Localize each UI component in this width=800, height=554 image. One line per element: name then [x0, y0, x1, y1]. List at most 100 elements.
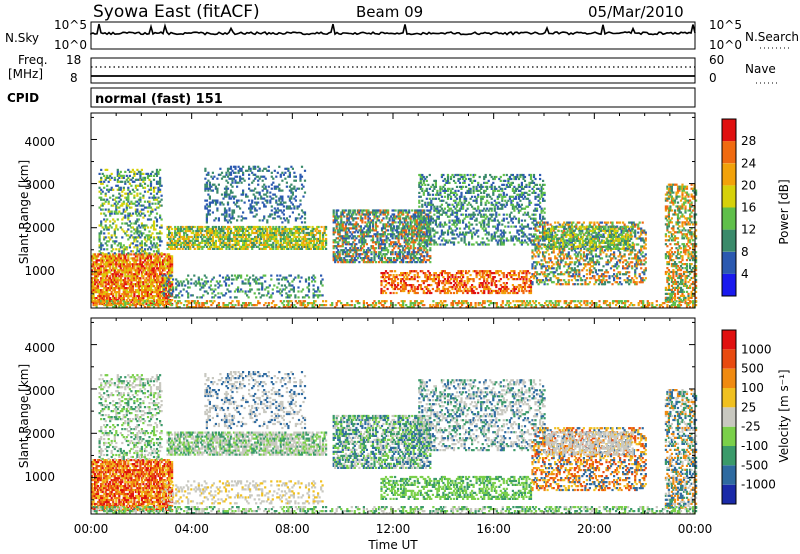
echo-cell	[242, 165, 245, 168]
echo-cell	[97, 255, 100, 258]
echo-cell	[380, 282, 383, 285]
echo-cell	[213, 229, 216, 233]
echo-cell	[406, 241, 409, 244]
echo-cell	[109, 188, 112, 191]
echo-cell	[364, 251, 367, 254]
echo-cell	[277, 282, 280, 285]
echo-cell	[106, 248, 109, 251]
echo-cell	[196, 245, 199, 248]
echo-cell	[278, 183, 281, 186]
echo-cell	[380, 211, 384, 214]
echo-cell	[128, 206, 131, 209]
echo-cell	[400, 289, 403, 293]
echo-cell	[118, 265, 121, 268]
echo-cell	[302, 241, 305, 244]
echo-cell	[214, 235, 217, 239]
echo-cell	[178, 296, 181, 299]
echo-cell	[110, 273, 113, 276]
echo-cell	[504, 284, 507, 287]
echo-cell	[97, 291, 100, 294]
echo-cell	[110, 293, 113, 296]
echo-cell	[510, 276, 513, 279]
echo-cell	[115, 287, 118, 290]
echo-cell	[334, 261, 337, 264]
echo-cell	[181, 229, 184, 233]
echo-cell	[290, 207, 293, 210]
echo-cell	[276, 239, 279, 242]
echo-cell	[119, 269, 122, 272]
echo-cell	[166, 247, 169, 250]
echo-cell	[409, 217, 412, 220]
echo-cell	[388, 239, 391, 242]
echo-cell	[217, 237, 220, 241]
echo-cell	[208, 229, 211, 233]
echo-cell	[412, 219, 415, 222]
echo-cell	[145, 265, 148, 268]
echo-cell	[368, 227, 371, 230]
echo-cell	[337, 229, 340, 232]
echo-cell	[241, 290, 244, 293]
echo-cell	[498, 280, 501, 283]
echo-cell	[168, 261, 171, 264]
echo-cell	[110, 291, 113, 294]
echo-cell	[112, 265, 115, 268]
echo-cell	[343, 221, 346, 224]
echo-cell	[208, 185, 211, 188]
echo-cell	[390, 243, 393, 246]
echo-cell	[249, 203, 252, 206]
echo-cell	[243, 227, 246, 231]
echo-cell	[390, 251, 393, 254]
echo-cell	[128, 295, 131, 298]
echo-cell	[403, 231, 406, 234]
echo-cell	[337, 261, 340, 264]
echo-cell	[112, 222, 115, 225]
echo-cell	[404, 287, 407, 291]
echo-cell	[423, 245, 426, 248]
echo-cell	[248, 231, 251, 235]
echo-cell	[455, 278, 459, 281]
echo-cell	[319, 241, 322, 244]
echo-cell	[118, 287, 121, 290]
echo-cell	[112, 188, 115, 191]
echo-cell	[325, 243, 328, 246]
echo-cell	[335, 217, 338, 220]
echo-cell	[335, 219, 338, 222]
echo-cell	[237, 229, 240, 233]
echo-cell	[208, 235, 211, 239]
echo-cell	[353, 231, 356, 234]
echo-cell	[337, 245, 340, 248]
echo-cell	[240, 247, 243, 250]
echo-cell	[175, 243, 178, 246]
echo-cell	[510, 274, 513, 277]
echo-cell	[257, 191, 260, 194]
freq-unit-label: [MHz]	[8, 67, 43, 81]
echo-cell	[275, 239, 278, 242]
echo-cell	[294, 179, 297, 182]
echo-cell	[172, 243, 175, 246]
echo-cell	[170, 294, 173, 297]
echo-cell	[334, 253, 337, 256]
echo-cell	[398, 274, 401, 277]
echo-cell	[279, 245, 282, 248]
echo-cell	[300, 165, 304, 168]
echo-cell	[361, 237, 364, 240]
echo-cell	[242, 177, 245, 180]
echo-cell	[273, 217, 276, 220]
echo-cell	[423, 259, 426, 262]
echo-cell	[201, 239, 204, 242]
echo-cell	[462, 270, 465, 273]
echo-cell	[121, 283, 124, 286]
echo-cell	[359, 233, 362, 236]
echo-cell	[226, 203, 230, 206]
echo-cell	[121, 202, 124, 205]
echo-cell	[445, 280, 448, 283]
echo-cell	[124, 261, 127, 264]
echo-cell	[403, 280, 406, 283]
echo-cell	[279, 274, 282, 277]
echo-cell	[104, 236, 107, 239]
echo-cell	[101, 275, 104, 278]
echo-cell	[320, 245, 323, 248]
echo-cell	[214, 201, 217, 204]
echo-cell	[452, 280, 456, 283]
echo-cell	[478, 285, 481, 289]
